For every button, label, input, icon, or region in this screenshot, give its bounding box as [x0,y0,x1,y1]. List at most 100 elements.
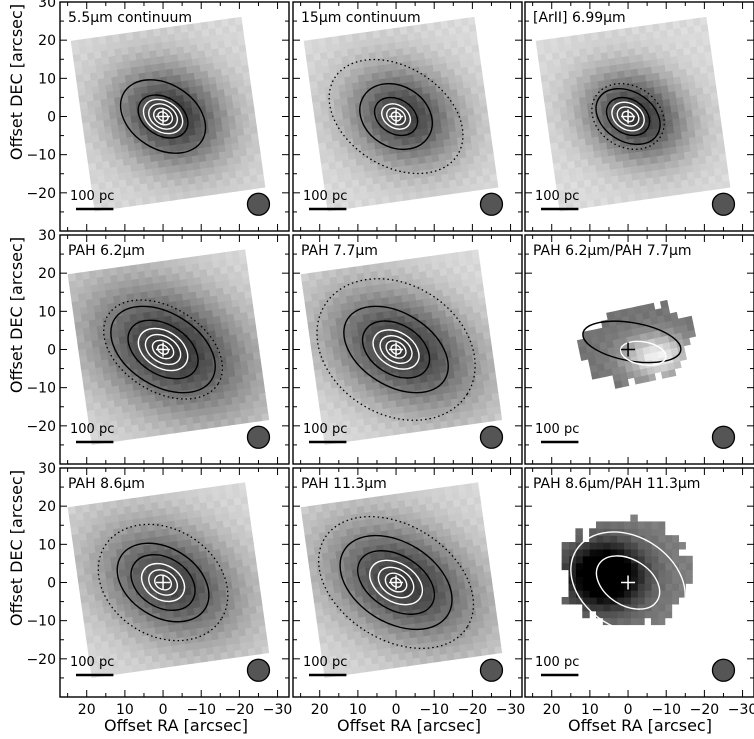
map-pixel [111,336,120,345]
map-pixel [94,599,104,608]
map-pixel [432,275,442,284]
map-pixel [604,134,613,143]
map-pixel [165,26,175,35]
map-pixel [211,541,220,550]
map-pixel [164,652,173,661]
map-pixel [91,297,101,307]
map-pixel [84,291,93,301]
map-pixel [340,201,349,210]
map-pixel [92,537,102,546]
map-pixel [90,620,100,630]
map-pixel [337,132,346,141]
map-pixel [606,147,615,157]
map-pixel [384,118,393,128]
map-pixel [91,579,101,588]
map-pixel [564,49,574,59]
map-pixel [118,81,127,91]
map-pixel [243,182,252,191]
map-pixel [361,156,371,165]
map-pixel [620,378,630,388]
map-pixel [227,560,237,569]
map-pixel [458,361,468,371]
map-pixel [468,565,478,575]
map-pixel [375,311,384,320]
map-pixel [102,508,112,517]
ytick-label: −20 [26,186,56,202]
map-pixel [352,137,361,146]
map-pixel [346,631,355,641]
map-pixel [318,93,327,102]
map-pixel [561,562,570,571]
map-pixel [105,577,114,586]
map-pixel [355,418,365,427]
map-pixel [89,71,98,81]
map-pixel [205,413,214,422]
map-pixel [463,250,473,259]
map-pixel [394,398,404,408]
map-pixel [163,266,173,276]
map-pixel [442,41,452,50]
map-pixel [119,39,128,49]
map-pixel [347,405,356,414]
map-pixel [426,283,436,292]
map-pixel [472,408,481,418]
map-pixel [218,150,227,160]
map-pixel [416,51,425,61]
map-pixel [563,188,572,197]
map-pixel [391,378,401,387]
map-pixel [699,120,709,130]
map-pixel [356,171,366,180]
map-pixel [128,546,138,555]
map-pixel [182,628,191,638]
map-pixel [89,277,98,286]
map-pixel [537,53,547,62]
contour-line [148,569,179,596]
map-pixel [199,275,209,284]
map-pixel [476,182,485,191]
map-pixel [246,105,255,114]
map-pixel [641,310,651,320]
map-pixel [582,576,590,584]
map-pixel [119,293,128,303]
map-pixel [602,562,611,571]
map-pixel [476,290,485,299]
map-pixel [94,161,104,170]
map-pixel [218,540,227,550]
map-pixel [671,166,680,175]
map-pixel [83,517,92,527]
map-pixel [159,288,169,297]
map-pixel [367,587,376,596]
map-pixel [101,365,110,375]
map-pixel [246,592,255,601]
map-pixel [326,57,336,66]
map-pixel [303,293,312,303]
map-pixel [631,178,641,188]
map-pixel [227,271,236,281]
map-pixel [192,655,202,664]
map-pixel [102,118,112,128]
map-pixel [416,409,426,418]
map-pixel [393,391,403,401]
map-pixel [704,154,713,164]
map-pixel [96,174,106,184]
map-pixel [710,147,719,156]
map-pixel [613,344,623,354]
map-pixel [376,502,385,511]
map-pixel [435,393,444,402]
map-pixel [616,358,626,368]
map-pixel [396,363,406,373]
map-pixel [610,331,620,341]
map-pixel [650,548,659,557]
map-pixel [326,592,336,602]
map-pixel [464,305,474,315]
map-pixel [673,82,683,92]
map-pixel [225,258,234,267]
map-pixel [478,536,487,546]
map-pixel [442,186,451,196]
map-pixel [200,515,210,524]
map-pixel [434,289,444,298]
map-pixel [249,125,258,135]
map-pixel [455,623,465,632]
map-pixel [125,622,135,632]
map-pixel [188,85,197,95]
